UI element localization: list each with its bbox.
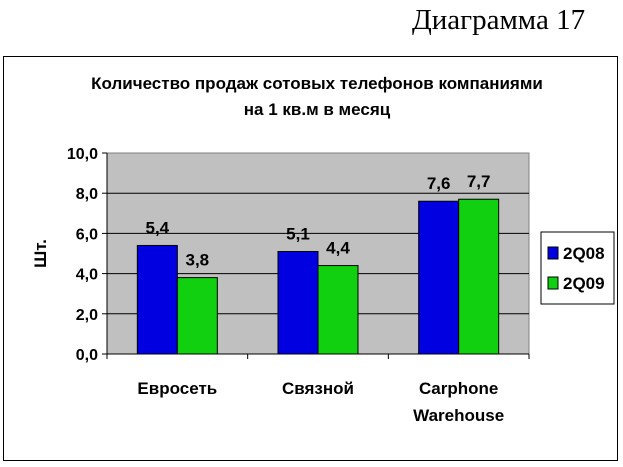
y-tick-label: 8,0: [76, 186, 98, 203]
data-label: 5,1: [286, 224, 310, 243]
bar: [176, 277, 218, 355]
bar: [458, 198, 500, 355]
chart-title-line: на 1 кв.м в месяц: [244, 100, 391, 119]
data-label: 3,8: [186, 251, 210, 270]
y-axis-label: Шт.: [31, 239, 50, 268]
chart-frame: Количество продаж сотовых телефонов комп…: [3, 56, 618, 461]
data-label: 7,7: [467, 172, 491, 191]
bar-chart: Количество продаж сотовых телефонов комп…: [31, 74, 615, 425]
data-label: 4,4: [326, 239, 350, 258]
x-tick-label: Warehouse: [413, 406, 504, 425]
y-tick-label: 10,0: [67, 146, 98, 163]
legend-label: 2Q09: [563, 274, 605, 293]
x-tick-label: Carphone: [419, 379, 498, 398]
y-tick-label: 0,0: [76, 347, 98, 364]
bar: [418, 200, 460, 355]
legend-swatch: [547, 246, 559, 260]
bar: [136, 244, 178, 355]
y-tick-label: 2,0: [76, 307, 98, 324]
x-tick-label: Евросеть: [137, 379, 217, 398]
y-tick-label: 4,0: [76, 267, 98, 284]
y-tick-label: 6,0: [76, 226, 98, 243]
data-label: 5,4: [146, 218, 170, 237]
bar: [277, 250, 319, 355]
legend: [540, 231, 615, 305]
chart-title-line: Количество продаж сотовых телефонов комп…: [91, 74, 543, 93]
x-tick-label: Связной: [282, 379, 354, 398]
bar: [317, 265, 359, 355]
legend-label: 2Q08: [563, 244, 605, 263]
legend-swatch: [547, 276, 559, 290]
page-label: Диаграмма 17: [412, 4, 586, 36]
data-label: 7,6: [427, 174, 451, 193]
